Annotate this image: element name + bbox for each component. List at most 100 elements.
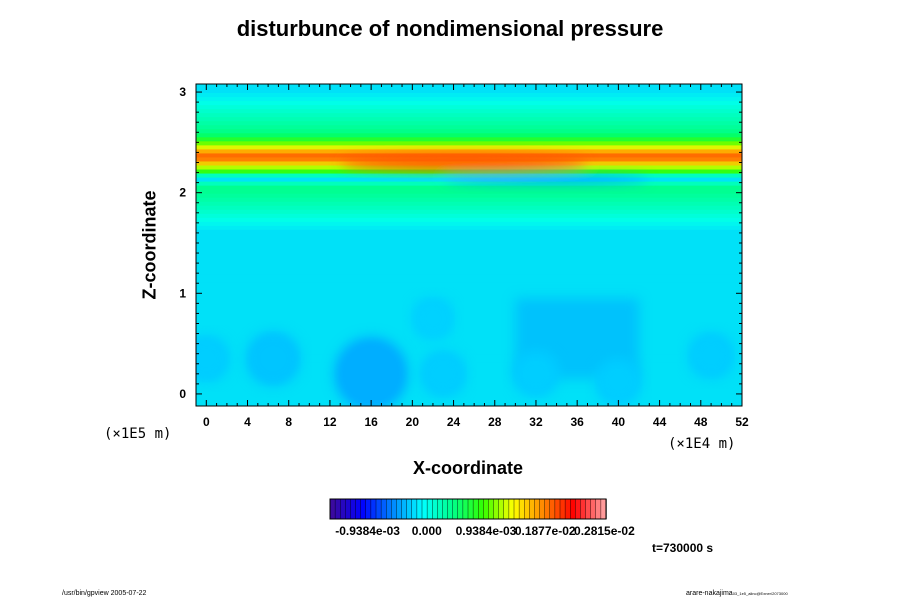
colorbar-cell [345,498,352,520]
x-tick-label: 44 [653,415,667,429]
field-row [196,369,742,375]
field-row [196,373,742,379]
field-row [196,116,742,122]
field-row [196,349,742,355]
colorbar-cell [452,498,459,520]
field-row [196,261,742,267]
field-row [196,192,742,198]
y-tick-label: 2 [179,186,186,200]
colorbar-cell [534,498,541,520]
x-tick-label: 8 [285,415,292,429]
colorbar-cell [508,498,515,520]
colorbar-cell [472,498,479,520]
x-tick-label: 48 [694,415,708,429]
field-row [196,345,742,351]
x-tick-label: 20 [406,415,420,429]
low-blob [419,350,467,398]
field-row [196,84,742,90]
colorbar-cell [503,498,510,520]
x-tick-label: 4 [244,415,251,429]
field-row [196,293,742,299]
colorbar-cell [442,498,449,520]
field-row [196,377,742,383]
field-row [196,152,742,158]
field-row [196,281,742,287]
field-row [196,257,742,263]
time-label: t=730000 s [652,541,714,555]
colorbar-cell [411,498,418,520]
colorbar-cell [488,498,495,520]
colorbar-cell [513,498,520,520]
colorbar-cell [432,498,439,520]
x-tick-label: 36 [570,415,584,429]
field-row [196,389,742,395]
field-row [196,289,742,295]
field-row [196,100,742,106]
field-row [196,329,742,335]
field-row [196,144,742,150]
field-row [196,120,742,126]
field-row [196,128,742,134]
field-row [196,196,742,202]
field-row [196,365,742,371]
colorbar-cell [355,498,362,520]
colorbar-cell [365,498,372,520]
colorbar-cell [396,498,403,520]
colorbar-cell [406,498,413,520]
y-tick-label: 1 [179,286,186,300]
low-blob [411,296,455,341]
colorbar-label: 0.1877e-02 [515,524,576,538]
field-row [196,313,742,319]
field-row [196,325,742,331]
field-row [196,337,742,343]
field-row [196,108,742,114]
x-tick-label: 32 [529,415,543,429]
colorbar-cell [478,498,485,520]
y-axis-unit: (×1E5 m) [104,426,172,442]
pressure-field [196,84,742,406]
colorbar-cell [559,498,566,520]
low-blob [512,350,560,398]
field-row [196,321,742,327]
field-row [196,317,742,323]
colorbar-cell [529,498,536,520]
colorbar-cell [340,498,347,520]
low-blob [245,331,301,387]
x-axis-unit: (×1E4 m) [668,436,736,452]
colorbar-cell [421,498,428,520]
field-row [196,265,742,271]
x-tick-label: 0 [203,415,210,429]
colorbar-cell [518,498,525,520]
colorbar-cell [386,498,393,520]
field-row [196,96,742,102]
field-row [196,132,742,138]
field-row [196,341,742,347]
colorbar-cell [391,498,398,520]
colorbar-cell [585,498,592,520]
field-row [196,184,742,190]
field-row [196,301,742,307]
colorbar-label: 0.000 [412,524,442,538]
footer-right-name: arare-nakajima [686,590,733,597]
field-row [196,140,742,146]
x-tick-label: 28 [488,415,502,429]
colorbar-cell [375,498,382,520]
colorbar-label: 0.2815e-02 [574,524,635,538]
colorbar-cell [549,498,556,520]
low-blob [196,334,231,383]
field-row [196,381,742,387]
field-row [196,236,742,242]
colorbar-cell [426,498,433,520]
band-peak [340,155,588,170]
field-row [196,212,742,218]
field-row [196,200,742,206]
x-tick-label: 40 [612,415,626,429]
field-row [196,88,742,94]
colorbar-cell [575,498,582,520]
field-row [196,273,742,279]
colorbar-cell [437,498,444,520]
field-row [196,188,742,194]
x-tick-label: 16 [364,415,378,429]
